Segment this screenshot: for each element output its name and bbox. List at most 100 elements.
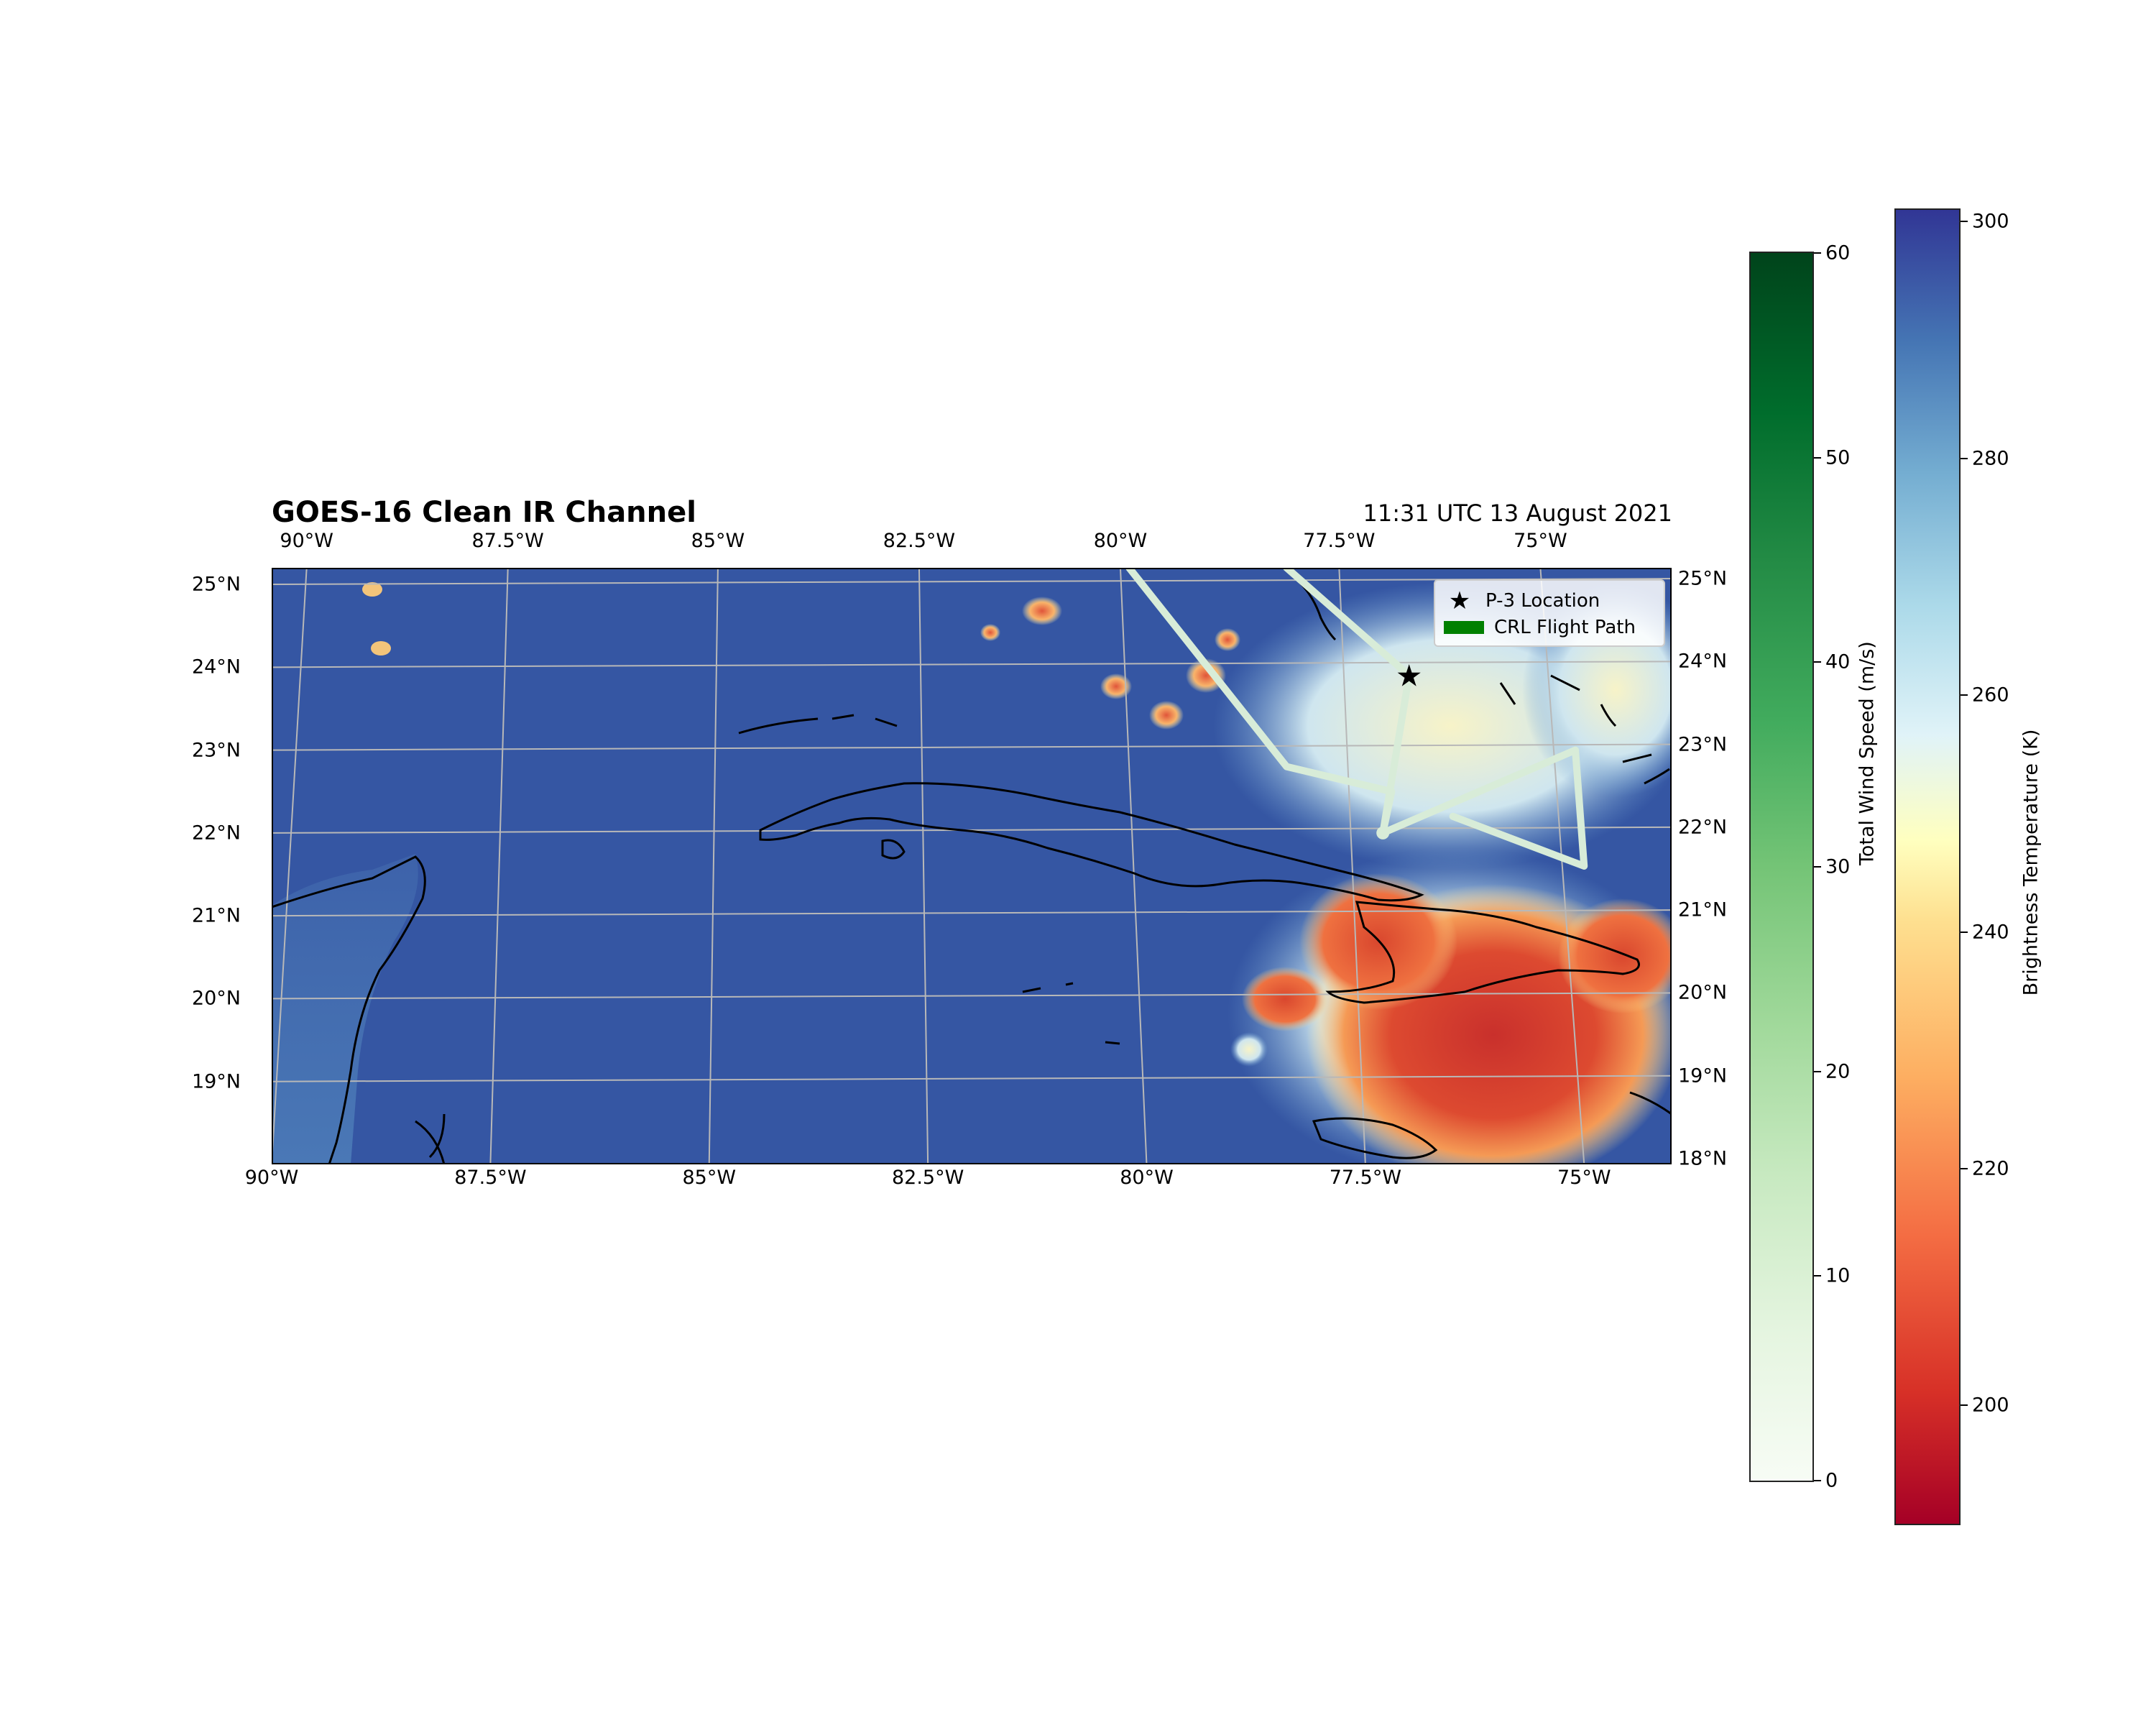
y-tick-label-left: 24°N [191,656,241,678]
colorbar-bt-tick-label: 280 [1972,447,2009,470]
parallel-line [272,661,1672,668]
coastlines [272,581,1672,1164]
meridian-line [1119,568,1148,1164]
gulf-region [272,854,418,1164]
flight-path-endpoint [1376,826,1390,840]
coast-cayman-1 [1022,982,1120,1045]
cloud-7 [362,582,382,597]
colorbar-wind-tick-label: 50 [1825,446,1851,469]
coast-hispaniola [1325,901,1640,1004]
x-tick-label-top: 77.5°W [1303,530,1376,552]
colorbar-bt-tickmark [1961,931,1968,933]
x-tick-label-bottom: 75°W [1557,1167,1611,1189]
p3-location-marker: ★ [1396,658,1423,693]
colorbar-bt-tick-label: 200 [1972,1394,2009,1417]
colorbar-bt-tick-label: 220 [1972,1157,2009,1180]
y-tick-label-left: 20°N [191,987,241,1010]
cloud-3 [1149,701,1184,730]
star-icon: ★ [1448,586,1471,615]
x-tick-label-bottom: 82.5°W [891,1167,964,1189]
coast-cays [738,714,898,735]
colorbar-bt-tickmark [1961,1404,1968,1407]
parallel-line [272,992,1672,1000]
legend-item-p3: ★ P-3 Location [1444,586,1600,615]
colorbar-wind-tick-label: 0 [1825,1469,1838,1492]
cloud-6 [980,624,1000,641]
colorbar-bt-tick-label: 300 [1972,210,2009,233]
x-tick-label-bottom: 80°W [1120,1167,1174,1189]
chart-title: GOES-16 Clean IR Channel [272,496,696,529]
coast-cuba [759,782,1424,902]
coast-bahamas-2 [1622,753,1670,785]
legend: ★ P-3 Location CRL Flight Path [1434,579,1665,647]
y-tick-label-right: 18°N [1678,1147,1728,1170]
colorbar-wind-tick-label: 10 [1825,1264,1851,1287]
x-tick-label-bottom: 87.5°W [454,1167,527,1189]
colorbar-wind-tick-label: 60 [1825,242,1851,264]
colorbar-wind-label: Total Wind Speed (m/s) [1856,641,1879,865]
y-tick-label-left: 22°N [191,822,241,845]
y-tick-label-right: 22°N [1678,816,1728,839]
legend-label-flight: CRL Flight Path [1494,617,1636,638]
graticule [272,568,1672,1164]
y-tick-label-right: 24°N [1678,650,1728,673]
coast-yucatan [272,855,426,1164]
colorbar-bt-tick-label: 260 [1972,684,2009,707]
cloud-4 [1186,658,1226,693]
timestamp: 11:31 UTC 13 August 2021 [1363,500,1672,527]
y-tick-label-left: 25°N [191,573,241,596]
y-tick-label-right: 25°N [1678,567,1728,590]
y-tick-label-right: 23°N [1678,733,1728,756]
y-tick-label-left: 23°N [191,739,241,762]
y-tick-label-left: 19°N [191,1070,241,1093]
coast-florida [1298,581,1337,641]
colorbar-wind-tick-label: 20 [1825,1060,1851,1083]
y-tick-label-right: 21°N [1678,898,1728,921]
colorbar-wind-tickmark [1814,866,1821,868]
x-tick-label-top: 80°W [1093,530,1148,552]
x-tick-label-top: 82.5°W [883,530,956,552]
colorbar-bt-tickmark [1961,457,1968,459]
x-tick-label-bottom: 77.5°W [1329,1167,1402,1189]
coast-bahamas-1 [1499,674,1617,727]
colorbar-wind-tickmark [1814,1275,1821,1277]
y-tick-label-left: 21°N [191,904,241,927]
cloud-8 [371,641,391,656]
colorbar-wind-tickmark [1814,252,1821,254]
y-tick-label-right: 19°N [1678,1064,1728,1087]
y-tick-label-right: 20°N [1678,981,1728,1004]
cloud-9 [1230,1032,1268,1067]
x-tick-label-top: 75°W [1514,530,1567,552]
coast-isla-juventud [881,839,906,860]
colorbar-bt-tickmark [1961,221,1968,223]
colorbar-wind-tickmark [1814,1070,1821,1072]
legend-label-p3: P-3 Location [1485,590,1600,612]
meridian-line [918,568,929,1164]
parallel-line [272,1075,1672,1082]
map-plot: ★ [272,568,1672,1164]
colorbar-bt-tick-label: 240 [1972,921,2009,944]
flight-path [1125,568,1413,837]
meridian-line [1338,568,1366,1164]
storm-west [1242,967,1328,1031]
colorbar-bt-tickmark [1961,1167,1968,1169]
storm-east [1558,898,1672,1013]
colorbar-wind-tick-label: 40 [1825,650,1851,673]
colorbar-wind-tickmark [1814,661,1821,663]
colorbar-bt-tickmark [1961,694,1968,696]
coast-haiti-south [1629,1091,1672,1116]
flight-path-swatch [1444,621,1484,634]
flight-path-segment [1379,746,1588,870]
colorbar-wind-tickmark [1814,1480,1821,1481]
parallel-line [272,743,1672,751]
colorbar-wind-speed [1749,252,1814,1482]
parallel-line [272,909,1672,917]
x-tick-label-bottom: 85°W [682,1167,737,1189]
coast-jamaica [1312,1117,1438,1159]
cloud-5 [1215,628,1240,651]
colorbar-bt-label: Brightness Temperature (K) [2019,729,2042,996]
legend-item-flight: CRL Flight Path [1444,617,1636,638]
x-tick-label-top: 90°W [280,530,333,552]
map-border [272,568,1672,1164]
colorbar-wind-tickmark [1814,456,1821,459]
